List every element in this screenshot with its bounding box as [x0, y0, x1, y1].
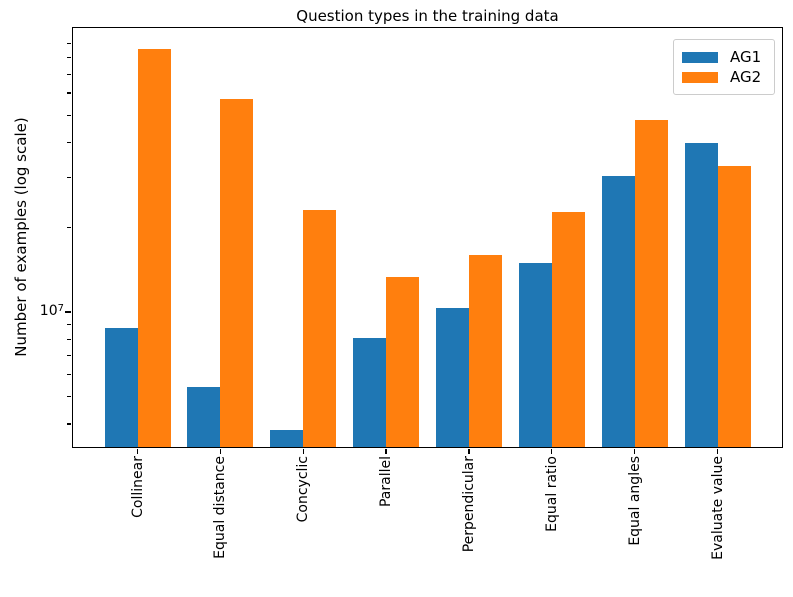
y-tick-minor: [67, 324, 71, 326]
bar-ag2-perpendicular: [468, 254, 502, 448]
legend-entry-ag1: AG1: [682, 47, 766, 66]
y-tick-label-base: 10: [39, 303, 58, 319]
bar-ag1-parallel: [353, 337, 387, 448]
x-tick-mark-equal-angles: [634, 449, 636, 454]
x-tick-mark-evaluate-value: [716, 449, 719, 454]
y-tick-label-exponent: 7: [57, 303, 64, 314]
bar-ag2-equal-angles: [634, 120, 668, 448]
y-tick-minor: [67, 177, 71, 179]
y-tick-minor: [67, 338, 71, 340]
x-tick-mark-parallel: [385, 449, 387, 454]
y-tick-minor: [67, 92, 71, 94]
x-tick-label-equal-angles: Equal angles: [626, 456, 643, 546]
x-tick-mark-collinear: [136, 449, 139, 454]
x-tick-mark-equal-ratio: [551, 449, 553, 454]
y-tick-minor: [67, 423, 71, 425]
bar-ag1-equal-distance: [187, 387, 221, 448]
y-tick-label-1e7: 107: [28, 299, 64, 321]
bar-ag2-collinear: [137, 49, 171, 448]
x-tick-label-equal-ratio: Equal ratio: [543, 456, 560, 532]
y-tick-minor: [67, 114, 71, 116]
x-tick-mark-perpendicular: [468, 449, 470, 454]
x-tick-label-perpendicular: Perpendicular: [460, 456, 477, 553]
bar-ag1-equal-angles: [601, 175, 635, 448]
y-tick-major-1e7: [64, 311, 71, 313]
y-tick-minor: [67, 57, 71, 59]
y-tick-minor: [67, 354, 71, 357]
bar-ag2-concyclic: [303, 210, 337, 448]
x-tick-label-equal-distance: Equal distance: [212, 456, 229, 559]
plot-area: [64, 27, 783, 454]
bar-ag2-parallel: [386, 277, 420, 448]
x-tick-mark-equal-distance: [219, 449, 221, 454]
y-tick-minor: [67, 73, 71, 75]
bar-ag1-concyclic: [270, 430, 304, 448]
bar-ag2-equal-distance: [220, 99, 254, 448]
y-tick-minor: [67, 226, 71, 228]
bar-ag2-equal-ratio: [551, 212, 585, 448]
y-tick-minor: [67, 373, 71, 376]
y-tick-minor: [67, 396, 71, 398]
x-tick-mark-concyclic: [302, 449, 304, 454]
legend-swatch-ag1: [682, 51, 718, 63]
x-tick-labels: Collinear Equal distance Concyclic Parallel…: [72, 456, 783, 596]
bar-ag1-perpendicular: [435, 308, 469, 448]
bar-ag1-evaluate-value: [684, 142, 718, 448]
x-tick-label-evaluate-value: Evaluate value: [709, 456, 726, 560]
x-tick-label-collinear: Collinear: [129, 456, 146, 518]
chart-title: Question types in the training data: [296, 7, 559, 25]
x-tick-label-parallel: Parallel: [378, 456, 395, 508]
y-tick-minor: [67, 141, 71, 144]
legend-swatch-ag2: [682, 71, 718, 83]
bar-ag1-collinear: [104, 327, 138, 448]
legend-label-ag2: AG2: [730, 67, 762, 86]
bar-ag2-evaluate-value: [717, 166, 751, 448]
bar-ag1-equal-ratio: [518, 262, 552, 448]
legend-entry-ag2: AG2: [682, 67, 766, 86]
x-tick-label-concyclic: Concyclic: [295, 456, 312, 523]
legend: AG1 AG2: [673, 39, 775, 95]
y-tick-minor: [67, 42, 71, 45]
legend-label-ag1: AG1: [730, 47, 762, 66]
